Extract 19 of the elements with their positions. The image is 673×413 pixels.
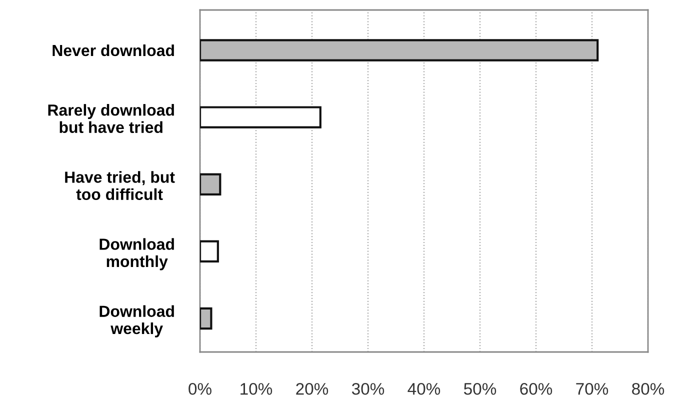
- y-tick-label: Have tried, but too difficult: [65, 171, 175, 200]
- y-tick-label: Never download: [52, 44, 174, 56]
- bar: [200, 173, 222, 196]
- x-tick-label: 30%: [352, 382, 384, 395]
- x-tick-label: 20%: [296, 382, 328, 395]
- bar: [200, 307, 212, 330]
- x-tick-label: 70%: [576, 382, 608, 395]
- x-tick-label: 60%: [520, 382, 552, 395]
- y-tick-label: Rarely download but have tried: [48, 104, 174, 133]
- bar: [200, 106, 322, 128]
- x-tick-label: 10%: [240, 382, 272, 395]
- x-tick-label: 40%: [408, 382, 440, 395]
- y-tick-label: Download weekly: [100, 305, 174, 338]
- bar: [200, 240, 219, 263]
- y-tick-label: Download monthly: [100, 238, 174, 270]
- x-tick-label: 50%: [464, 382, 496, 395]
- x-tick-label: 80%: [632, 382, 664, 395]
- bar: [200, 39, 599, 62]
- x-tick-label: 0%: [188, 382, 212, 395]
